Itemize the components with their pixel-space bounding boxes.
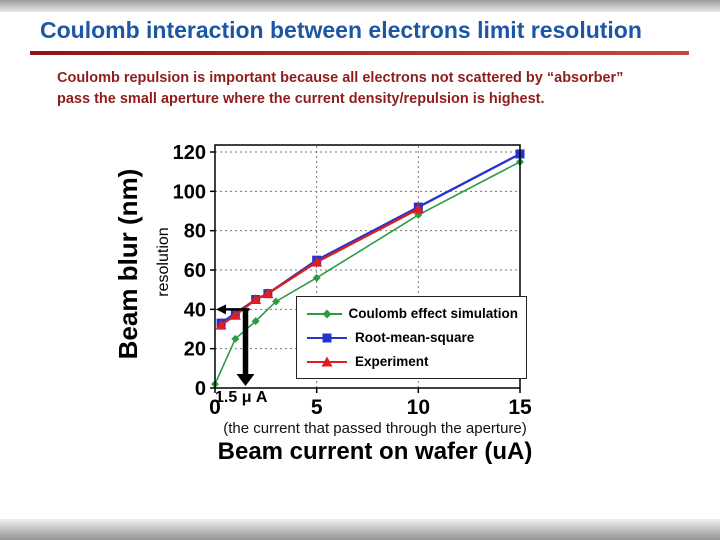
- legend-item: Coulomb effect simulation: [305, 303, 518, 324]
- legend-item: Experiment: [305, 351, 518, 372]
- aperture-note: (the current that passed through the ape…: [223, 420, 527, 437]
- x-tick-label: 5: [311, 396, 323, 419]
- legend-label: Experiment: [355, 354, 429, 369]
- bottom-decorative-bar: [0, 519, 720, 540]
- y-tick-label: 0: [195, 378, 206, 400]
- plot-frame: [214, 144, 521, 389]
- body-paragraph: Coulomb repulsion is important because a…: [57, 68, 672, 110]
- body-line-1: Coulomb repulsion is important because a…: [57, 70, 624, 86]
- chart-legend: Coulomb effect simulation Root-mean-squar…: [296, 296, 527, 379]
- title-underline-rule: [30, 51, 689, 55]
- legend-item: Root-mean-square: [305, 327, 518, 348]
- y-tick-label: 100: [173, 181, 206, 203]
- body-line-2: pass the small aperture where the curren…: [57, 91, 545, 107]
- legend-marker-square: [307, 333, 347, 342]
- arrow-annotations: [216, 304, 255, 386]
- y-axis-label: Beam blur (nm): [113, 168, 143, 360]
- legend-label: Coulomb effect simulation: [348, 306, 518, 321]
- x-tick-label: 0: [209, 396, 221, 419]
- y-axis-secondary-label: resolution: [155, 227, 172, 297]
- page-title: Coulomb interaction between electrons li…: [40, 17, 642, 43]
- series-triangle: [215, 203, 424, 330]
- axis-ticks: 0 20 40 60 80 100 120 0 5 10 15: [173, 142, 532, 419]
- y-tick-label: 40: [184, 299, 206, 321]
- top-decorative-bar: [0, 0, 720, 12]
- horizontal-arrow-head: [216, 304, 227, 315]
- current-arrow-label: 1.5 μ A: [215, 389, 268, 406]
- legend-marker-triangle: [307, 356, 347, 366]
- vertical-arrow-head: [236, 374, 255, 386]
- y-tick-label: 60: [184, 260, 206, 282]
- x-axis-label: Beam current on wafer (uA): [217, 438, 533, 465]
- y-tick-label: 20: [184, 339, 206, 361]
- legend-label: Root-mean-square: [355, 330, 475, 345]
- x-tick-label: 15: [508, 396, 532, 419]
- legend-marker-diamond: [307, 309, 343, 318]
- y-tick-label: 80: [184, 221, 206, 243]
- x-tick-label: 10: [407, 396, 430, 419]
- y-tick-label: 120: [173, 142, 206, 164]
